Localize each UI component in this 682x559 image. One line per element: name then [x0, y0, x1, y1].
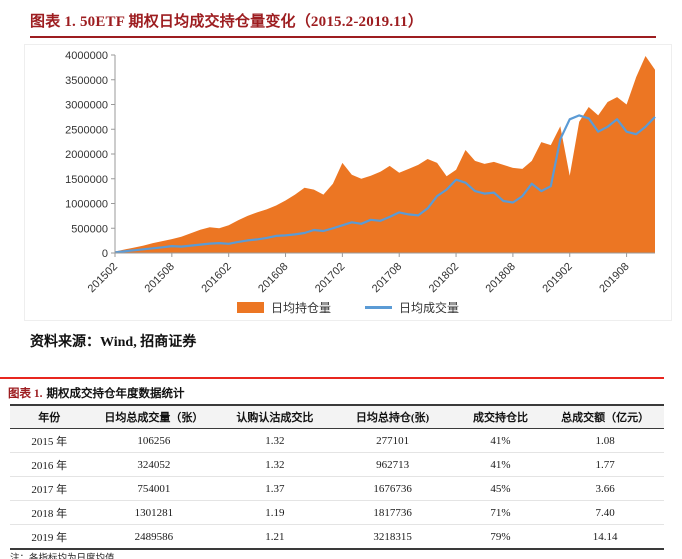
- table-cell: 45%: [454, 476, 547, 501]
- table-row: 2019 年 2489586 1.21 3218315 79% 14.14: [10, 524, 664, 550]
- svg-text:201502: 201502: [86, 261, 120, 295]
- table-cell: 277101: [330, 428, 455, 453]
- table-cell: 2018 年: [10, 500, 89, 525]
- table-header-cell: 日均总成交量（张）: [88, 404, 220, 429]
- table-cell: 41%: [454, 428, 547, 453]
- table-header-cell: 日均总持仓(张): [330, 404, 455, 429]
- svg-text:1500000: 1500000: [65, 174, 108, 186]
- svg-text:201808: 201808: [484, 261, 518, 295]
- table-cell: 754001: [88, 476, 220, 501]
- section-divider: [0, 377, 664, 379]
- chart-svg: 0 500000 1000000 1500000 2000000 2500000 30000…: [65, 50, 656, 295]
- table-cell: 14.14: [546, 524, 664, 550]
- table-cell: 7.40: [546, 500, 664, 525]
- svg-text:3000000: 3000000: [65, 100, 108, 112]
- svg-text:201602: 201602: [199, 261, 233, 295]
- table-cell: 2016 年: [10, 452, 89, 477]
- table-cell: 1.21: [219, 524, 331, 550]
- table-cell: 41%: [454, 452, 547, 477]
- svg-text:3500000: 3500000: [65, 75, 108, 87]
- svg-text:1000000: 1000000: [65, 199, 108, 211]
- table-row: 2017 年 754001 1.37 1676736 45% 3.66: [10, 476, 664, 501]
- table-cell: 2015 年: [10, 428, 89, 453]
- svg-text:201908: 201908: [597, 261, 631, 295]
- table-cell: 2019 年: [10, 524, 89, 550]
- table-note: 注：各指标均为日度均值: [10, 554, 115, 559]
- table-header-cell: 总成交额（亿元）: [546, 404, 664, 429]
- svg-text:201902: 201902: [540, 261, 574, 295]
- legend-item-volume: 日均成交量: [365, 299, 459, 316]
- table-cell: 1.19: [219, 500, 331, 525]
- table-cell: 71%: [454, 500, 547, 525]
- table-row: 2018 年 1301281 1.19 1817736 71% 7.40: [10, 500, 664, 525]
- svg-text:201608: 201608: [256, 261, 290, 295]
- svg-text:201802: 201802: [427, 261, 461, 295]
- legend-item-holdings: 日均持仓量: [236, 299, 331, 316]
- line-series-swatch: [365, 306, 392, 309]
- table-header-cell: 认购认沽成交比: [219, 404, 331, 429]
- area-series-swatch: [236, 302, 264, 313]
- table-cell: 3218315: [330, 524, 455, 550]
- table-title: 图表 1. 期权成交持仓年度数据统计: [8, 385, 682, 401]
- stats-table: 年份 日均总成交量（张） 认购认沽成交比 日均总持仓(张) 成交持仓比 总成交额（亿元） …: [10, 404, 664, 550]
- table-cell: 3.66: [546, 476, 664, 501]
- table-cell: 1.32: [219, 428, 331, 453]
- legend-label-holdings: 日均持仓量: [270, 301, 331, 315]
- chart-legend: 日均持仓量 日均成交量: [27, 299, 669, 316]
- svg-text:201708: 201708: [370, 261, 404, 295]
- stats-table-head-row: 年份 日均总成交量（张） 认购认沽成交比 日均总持仓(张) 成交持仓比 总成交额（亿元）: [10, 404, 664, 429]
- svg-text:2500000: 2500000: [65, 124, 108, 136]
- table-header-cell: 年份: [10, 404, 89, 429]
- table-row: 2016 年 324052 1.32 962713 41% 1.77: [10, 452, 664, 477]
- svg-text:4000000: 4000000: [65, 50, 108, 62]
- legend-label-volume: 日均成交量: [399, 301, 460, 315]
- figure-title: 图表 1. 50ETF 期权日均成交持仓量变化（2015.2-2019.11）: [30, 14, 424, 30]
- table-cell: 1.77: [546, 452, 664, 477]
- table-cell: 962713: [330, 452, 455, 477]
- table-cell: 324052: [88, 452, 220, 477]
- research-report-page: 图表 1. 50ETF 期权日均成交持仓量变化（2015.2-2019.11） …: [0, 10, 682, 559]
- table-cell: 1676736: [330, 476, 455, 501]
- table-cell: 1.08: [546, 428, 664, 453]
- svg-text:201508: 201508: [143, 261, 177, 295]
- svg-text:2000000: 2000000: [65, 149, 108, 161]
- table-cell: 1.32: [219, 452, 331, 477]
- svg-text:201702: 201702: [313, 261, 347, 295]
- table-notes: 注：各指标均为日度均值 资料来源：Wind, 招商证券: [10, 553, 682, 559]
- table-header-cell: 成交持仓比: [454, 404, 547, 429]
- table-title-text: 期权成交持仓年度数据统计: [46, 388, 185, 400]
- stats-table-body: 2015 年 106256 1.32 277101 41% 1.08 2016 年 32405…: [10, 428, 664, 550]
- table-cell: 1817736: [330, 500, 455, 525]
- figure-title-bar: 图表 1. 50ETF 期权日均成交持仓量变化（2015.2-2019.11）: [30, 10, 656, 38]
- table-figure-label: 图表 1.: [8, 388, 43, 400]
- table-cell: 1301281: [88, 500, 220, 525]
- table-cell: 2017 年: [10, 476, 89, 501]
- chart-source: 资料来源：Wind, 招商证券: [30, 335, 197, 350]
- table-row: 2015 年 106256 1.32 277101 41% 1.08: [10, 428, 664, 453]
- svg-text:0: 0: [102, 248, 108, 260]
- svg-text:500000: 500000: [71, 223, 108, 235]
- table-cell: 79%: [454, 524, 547, 550]
- table-cell: 2489586: [88, 524, 220, 550]
- table-cell: 106256: [88, 428, 220, 453]
- chart: 0 500000 1000000 1500000 2000000 2500000 30000…: [24, 44, 672, 321]
- table-cell: 1.37: [219, 476, 331, 501]
